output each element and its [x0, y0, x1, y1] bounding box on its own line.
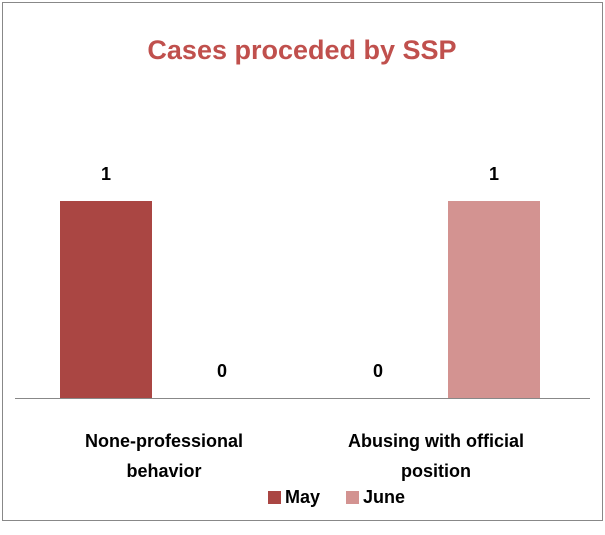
legend-label: June [363, 487, 405, 507]
bar [448, 201, 540, 398]
bar [60, 201, 152, 398]
data-label: 1 [101, 164, 111, 184]
legend-swatch [346, 491, 359, 504]
legend-swatch [268, 491, 281, 504]
data-label: 1 [489, 164, 499, 184]
data-label: 0 [217, 361, 227, 381]
data-label: 0 [373, 361, 383, 381]
legend-label: May [285, 487, 320, 507]
x-tick-label: None-professional behavior [84, 431, 244, 481]
chart-title: Cases proceded by SSP [147, 35, 456, 65]
x-tick-label: Abusing with official position [348, 431, 524, 481]
